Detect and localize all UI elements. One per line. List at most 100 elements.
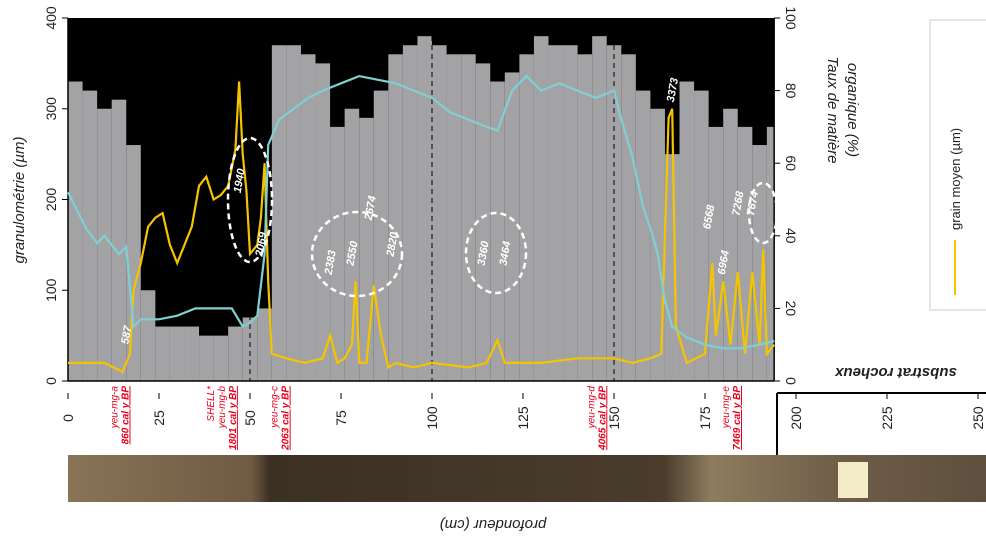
distribution-bar [475,63,491,381]
y-tick-label: 300 [43,97,59,121]
distribution-bar [169,326,185,381]
x-tick-label: 0 [60,414,76,422]
x-tick-label: 175 [697,406,713,430]
annotation: 2820 [384,230,400,258]
x-axis-label: profondeur (cm) [440,516,548,533]
sample-label: 4065 cal y BP [597,386,608,451]
distribution-bar [111,99,127,382]
y-tick-label: 400 [43,6,59,30]
sample-label: yeu-mg-a [109,386,120,430]
distribution-bar [359,117,374,381]
distribution-bar [199,335,214,381]
y2-axis-label: Taux de matière [824,56,841,163]
distribution-bar [140,290,156,381]
distribution-bar [752,145,767,381]
distribution-bar [271,45,287,381]
annotation: 2550 [344,239,360,267]
plot-area [67,18,776,382]
distribution-bar [228,326,243,381]
distribution-bar [97,108,112,381]
annotation: 2069 [253,230,269,258]
sample-label: yeu-mg-d [586,386,597,430]
x-tick-label: 200 [788,406,804,430]
core-rock [838,462,868,498]
annotation: 2383 [323,249,339,276]
distribution-bar [606,45,622,381]
distribution-bar [461,54,476,382]
sample-label: yeu-mg-c [270,386,281,429]
region-label: substrat rocheux [834,364,956,381]
distribution-bar [519,54,534,382]
sample-label: 1801 cal y BP [228,386,239,450]
core-photo [68,455,986,502]
ellipse [310,210,404,298]
distribution-bar [679,81,695,382]
sample-label: yeu-mg-b [217,386,228,430]
x-tick-label: 150 [606,406,622,430]
sample-label: 860 cal y BP [120,386,131,445]
y2-tick-label: 0 [783,377,799,385]
x-tick-label: 225 [879,406,895,430]
annotation: 2674 [363,195,379,222]
x-tick-label: 250 [970,406,986,430]
annotation: 6568 [701,203,717,230]
distribution-bar [286,45,301,381]
ellipse [747,181,779,245]
x-tick-label: 100 [424,406,440,430]
sample-label: SHELL* [206,385,217,422]
distribution-bar [388,54,403,382]
distribution-bar [635,90,651,381]
x-tick-label: 25 [151,410,167,426]
distribution-bar [184,326,200,381]
distribution-bar [402,45,418,381]
y2-tick-label: 60 [783,155,799,171]
distribution-bar [213,335,229,381]
sample-label: yeu-mg-e [721,386,732,430]
sample-label: 7469 cal y BP [732,386,743,450]
distribution-bar [300,54,316,382]
y-axis-label: granulométrie (µm) [11,136,28,263]
y-tick-label: 200 [43,188,59,212]
y2-axis-label: organique (%) [844,63,861,157]
series-line [67,74,775,350]
legend-box [929,19,986,311]
distribution-bar [577,54,593,382]
y-tick-label: 0 [43,377,59,385]
distribution-bar [432,45,447,381]
distribution-bar [315,63,331,381]
distribution-bar [155,326,170,381]
distribution-bar [548,45,564,381]
series-line [68,81,776,374]
legend-label: grain moyen (µm) [948,128,963,230]
distribution-bar [82,90,98,381]
distribution-bar [650,108,665,381]
distribution-bar [446,54,462,382]
distribution-bar [344,108,360,381]
distribution-bar [504,72,520,381]
distribution-bar [417,36,432,382]
distribution-bar [490,81,505,382]
annotation: 6964 [716,249,732,275]
x-tick-label: 50 [242,410,258,426]
ellipse [226,136,274,264]
ellipse [464,211,528,295]
y2-tick-label: 80 [783,83,799,99]
distribution-bar [694,90,709,381]
annotation: 7268 [730,190,746,217]
y2-tick-label: 40 [783,228,799,244]
sample-label: 2063 cal y BP [281,386,292,451]
annotation: 587 [119,324,134,345]
annotation: 1940 [232,167,248,194]
distribution-bar [330,126,345,382]
distribution-bar [533,36,549,382]
annotation: 3464 [497,240,513,266]
distribution-bar [563,45,578,381]
annotation: 3373 [665,77,681,103]
distribution-bar [242,317,258,381]
annotation: 3360 [476,239,492,266]
distribution-bar [621,54,636,382]
distribution-bar [708,126,724,382]
y2-tick-label: 100 [783,6,799,30]
x-tick-label: 125 [515,406,531,430]
